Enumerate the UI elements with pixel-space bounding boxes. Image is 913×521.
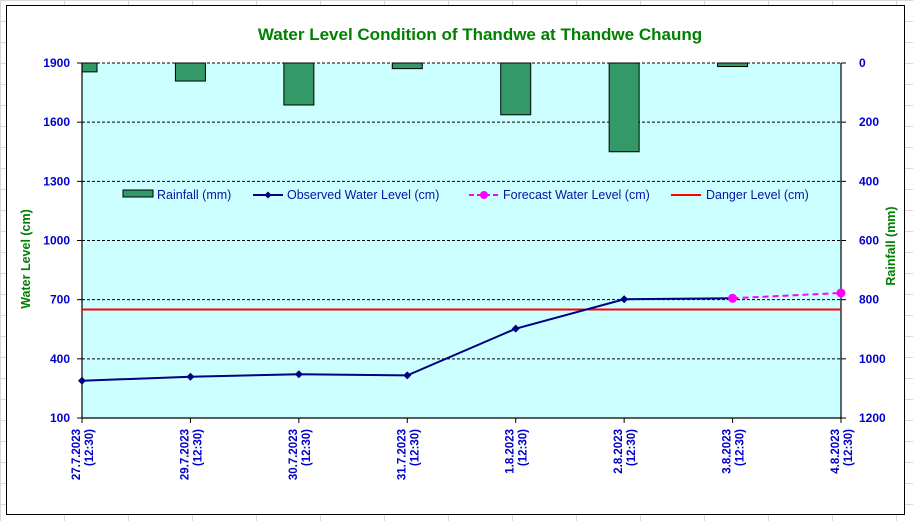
- x-tick-label-time: (12:30): [301, 429, 313, 466]
- observed-point: [403, 371, 412, 380]
- observed-point: [186, 372, 195, 381]
- x-tick-label-time: (12:30): [84, 429, 96, 466]
- left-tick-label: 1300: [43, 174, 70, 188]
- x-tick-label-date: 4.8.2023: [830, 429, 842, 474]
- right-tick-label: 600: [859, 234, 879, 248]
- legend-rainfall-label: Rainfall (mm): [157, 188, 231, 202]
- x-tick-label-time: (12:30): [735, 429, 747, 466]
- rainfall-bar: [717, 62, 749, 68]
- forecast-point: [728, 293, 738, 303]
- observed-point: [511, 324, 520, 333]
- forecast-water-level-line: [732, 291, 842, 300]
- observed-point: [294, 370, 303, 379]
- right-tick-label: 400: [859, 174, 879, 188]
- x-tick-label-time: (12:30): [409, 429, 421, 466]
- chart-svg: Water Level Condition of Thandwe at Than…: [19, 25, 898, 480]
- x-tick-label-time: (12:30): [518, 429, 530, 466]
- right-tick-label: 1200: [859, 411, 886, 425]
- rainfall-bar: [174, 62, 206, 82]
- right-tick-label: 800: [859, 293, 879, 307]
- right-tick-label: 200: [859, 115, 879, 129]
- x-tick-label-time: (12:30): [192, 429, 204, 466]
- rainfall-bar: [500, 62, 532, 116]
- right-tick-label: 0: [859, 56, 866, 70]
- x-tick-label-date: 2.8.2023: [613, 429, 625, 474]
- chart-title: Water Level Condition of Thandwe at Than…: [258, 25, 702, 44]
- legend-rainfall-swatch: [122, 189, 154, 198]
- x-tick-label-date: 29.7.2023: [179, 429, 191, 480]
- x-tick-label-date: 27.7.2023: [71, 429, 83, 480]
- x-tick-label-time: (12:30): [843, 429, 855, 466]
- x-tick-label-date: 30.7.2023: [288, 429, 300, 480]
- x-tick-label-date: 31.7.2023: [396, 429, 408, 480]
- legend-forecast-marker: [480, 191, 488, 199]
- left-tick-label: 1000: [43, 234, 70, 248]
- left-tick-label: 1600: [43, 115, 70, 129]
- rainfall-bar: [391, 62, 423, 70]
- observed-point: [78, 376, 86, 385]
- left-tick-label: 400: [50, 352, 70, 366]
- left-tick-label: 700: [50, 293, 70, 307]
- rainfall-bar: [283, 62, 315, 106]
- legend-danger-label: Danger Level (cm): [706, 188, 809, 202]
- legend-observed-label: Observed Water Level (cm): [287, 188, 439, 202]
- left-axis-title: Water Level (cm): [19, 209, 33, 309]
- x-tick-label-time: (12:30): [626, 429, 638, 466]
- left-tick-label: 100: [50, 411, 70, 425]
- observed-point: [620, 295, 629, 304]
- rainfall-bar: [608, 62, 640, 153]
- legend-observed-marker: [264, 191, 272, 199]
- x-tick-label-date: 1.8.2023: [505, 429, 517, 474]
- left-tick-label: 1900: [43, 56, 70, 70]
- right-axis-title: Rainfall (mm): [884, 206, 898, 285]
- forecast-point: [836, 288, 846, 298]
- legend-forecast-label: Forecast Water Level (cm): [503, 188, 650, 202]
- right-tick-label: 1000: [859, 352, 886, 366]
- rainfall-bar: [81, 62, 98, 73]
- x-tick-label-date: 3.8.2023: [722, 429, 734, 474]
- chart-frame: Water Level Condition of Thandwe at Than…: [6, 5, 905, 515]
